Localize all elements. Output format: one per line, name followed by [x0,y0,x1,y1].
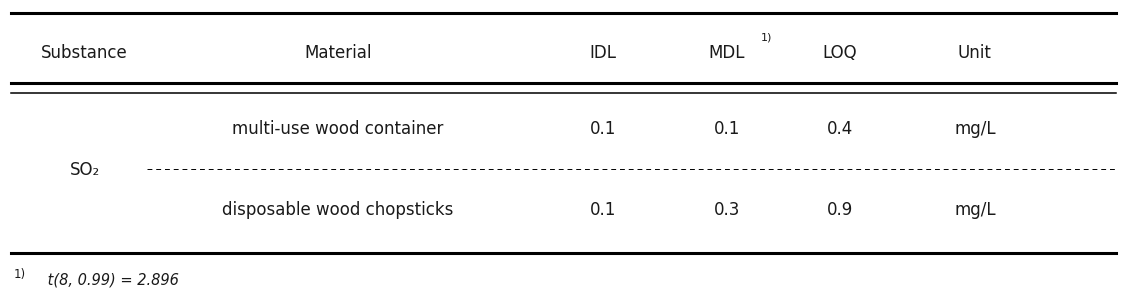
Text: Material: Material [304,44,372,62]
Text: IDL: IDL [589,44,616,62]
Text: SO₂: SO₂ [70,161,99,179]
Text: 0.1: 0.1 [589,201,616,219]
Text: mg/L: mg/L [955,201,995,219]
Text: mg/L: mg/L [955,120,995,138]
Text: 0.3: 0.3 [713,201,740,219]
Text: 1): 1) [14,268,26,281]
Text: 0.1: 0.1 [589,120,616,138]
Text: Substance: Substance [42,44,127,62]
Text: 0.4: 0.4 [826,120,853,138]
Text: disposable wood chopsticks: disposable wood chopsticks [222,201,454,219]
Text: MDL: MDL [709,44,745,62]
Text: 0.9: 0.9 [826,201,853,219]
Text: 0.1: 0.1 [713,120,740,138]
Text: multi-use wood container: multi-use wood container [232,120,444,138]
Text: Unit: Unit [958,44,992,62]
Text: t(8, 0.99) = 2.896: t(8, 0.99) = 2.896 [43,272,179,287]
Text: 1): 1) [761,32,772,42]
Text: LOQ: LOQ [823,44,857,62]
